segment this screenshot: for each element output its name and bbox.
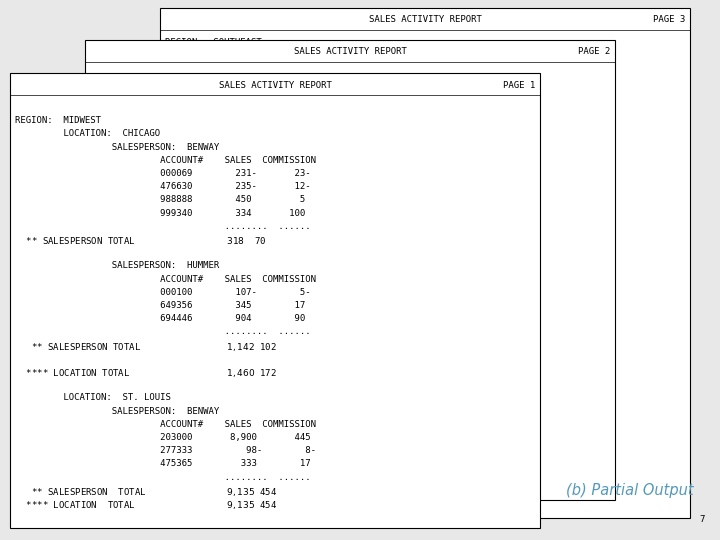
- Text: LOCATION:  BALTIMORE: LOCATION: BALTIMORE: [90, 97, 246, 105]
- Text: SALES ACTIVITY REPORT: SALES ACTIVITY REPORT: [369, 16, 482, 24]
- Text: REGION:  SOUTHEAST: REGION: SOUTHEAST: [165, 38, 262, 47]
- Text: SALESPERSON:  HUMMER: SALESPERSON: HUMMER: [15, 261, 220, 271]
- Bar: [85, 40, 615, 500]
- Text: SALESPERSON:  BENWAY: SALESPERSON: BENWAY: [15, 143, 220, 152]
- Text: ACCOUNT#    SALES  COMMISSION: ACCOUNT# SALES COMMISSION: [15, 275, 316, 284]
- Text: SALESPERSON:  BENWAY: SALESPERSON: BENWAY: [15, 407, 220, 416]
- Text: 475365         333        17: 475365 333 17: [15, 460, 310, 468]
- Bar: [10, 73, 540, 528]
- Text: 988888        450         5: 988888 450 5: [15, 195, 305, 205]
- Text: PAGE 2: PAGE 2: [577, 48, 610, 57]
- Text: REGION:  MIDWEST: REGION: MIDWEST: [15, 116, 101, 125]
- Text: ACCOUNT#    SALES  COMMISSION: ACCOUNT# SALES COMMISSION: [15, 156, 316, 165]
- Text: LOCATION:  ST. LOUIS: LOCATION: ST. LOUIS: [15, 394, 171, 402]
- Text: 649356        345        17: 649356 345 17: [15, 301, 305, 310]
- Text: PAGE 3: PAGE 3: [653, 16, 685, 24]
- Text: ** SALESPERSON  TOTAL               $  9,135  $ 454: ** SALESPERSON TOTAL $ 9,135 $ 454: [15, 486, 277, 498]
- Text: 7: 7: [700, 516, 705, 524]
- Text: ........  ......: ........ ......: [15, 327, 310, 336]
- Text: ........  ......: ........ ......: [15, 222, 310, 231]
- Text: ** SALESPERSON TOTAL                 $   318   $  70: ** SALESPERSON TOTAL $ 318 $ 70: [15, 235, 266, 246]
- Text: SALESPERSON: BENWAY........: SALESPERSON: BENWAY........: [90, 110, 332, 119]
- Text: REGION:  NORTHEAST: REGION: NORTHEAST: [90, 83, 186, 92]
- Text: 000069        231-       23-: 000069 231- 23-: [15, 169, 310, 178]
- Text: ........  ......: ........ ......: [15, 472, 310, 482]
- Text: **** LOCATION TOTAL                  $  1,460  $ 172: **** LOCATION TOTAL $ 1,460 $ 172: [15, 367, 276, 379]
- Text: ** SALESPERSON TOTAL                $  1,142  $ 102: ** SALESPERSON TOTAL $ 1,142 $ 102: [15, 341, 276, 353]
- Text: **** LOCATION  TOTAL                 $  9,135  $ 454: **** LOCATION TOTAL $ 9,135 $ 454: [15, 499, 277, 511]
- Text: 000100        107-        5-: 000100 107- 5-: [15, 288, 310, 297]
- Bar: [160, 8, 690, 518]
- Text: SALES ACTIVITY REPORT: SALES ACTIVITY REPORT: [219, 80, 331, 90]
- Text: SALES ACTIVITY REPORT: SALES ACTIVITY REPORT: [294, 48, 406, 57]
- Text: 476630        235-       12-: 476630 235- 12-: [15, 182, 310, 191]
- Text: LOCATION:  CHICAGO: LOCATION: CHICAGO: [15, 130, 160, 138]
- Text: 277333          98-        8-: 277333 98- 8-: [15, 446, 316, 455]
- Text: 694446        904        90: 694446 904 90: [15, 314, 305, 323]
- Text: (b) Partial Output: (b) Partial Output: [566, 483, 694, 497]
- Text: 999340        334       100: 999340 334 100: [15, 208, 305, 218]
- Text: ACCOUNT#    SALES  COMMISSION: ACCOUNT# SALES COMMISSION: [15, 420, 316, 429]
- Text: PAGE 1: PAGE 1: [503, 80, 535, 90]
- Text: 203000       8,900       445: 203000 8,900 445: [15, 433, 310, 442]
